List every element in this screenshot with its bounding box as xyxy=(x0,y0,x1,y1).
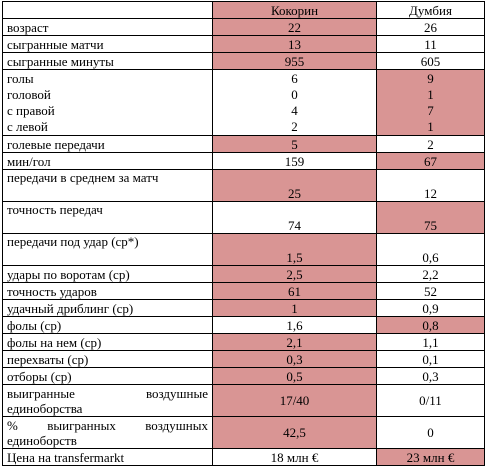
row-label: % выигранных воздушных единоборств xyxy=(2,416,213,449)
player1-header: Кокорин xyxy=(212,1,377,19)
player2-value: 605 xyxy=(376,52,485,70)
player1-value: 1 xyxy=(212,299,377,317)
goals-player1: 6 0 4 2 xyxy=(212,69,377,136)
player2-value: 9 xyxy=(427,70,434,86)
player2-value: 1 xyxy=(427,86,434,102)
row-label: удары по воротам (ср) xyxy=(2,265,213,283)
player2-value: 23 млн € xyxy=(376,448,485,466)
table-row: точность ударов 61 52 xyxy=(2,282,485,300)
player1-value: 17/40 xyxy=(212,384,377,417)
table-row: фолы (ср) 1,6 0,8 xyxy=(2,316,485,334)
row-label: отборы (ср) xyxy=(2,367,213,385)
player2-header: Думбия xyxy=(376,1,485,19)
player1-value: 18 млн € xyxy=(212,448,377,466)
goals-player2: 9 1 7 1 xyxy=(376,69,485,136)
player2-value: 0,1 xyxy=(376,350,485,368)
table-row: Цена на transfermarkt 18 млн € 23 млн € xyxy=(2,448,485,466)
table-row: отборы (ср) 0,5 0,3 xyxy=(2,367,485,385)
table-row: сыгранные матчи 13 11 xyxy=(2,35,485,53)
row-label: сыгранные матчи xyxy=(2,35,213,53)
player2-value: 67 xyxy=(376,152,485,170)
player2-value: 2,2 xyxy=(376,265,485,283)
row-label: фолы (ср) xyxy=(2,316,213,334)
player1-value: 1,5 xyxy=(212,233,377,266)
table-row: передачи под удар (ср*) 1,5 0,6 xyxy=(2,233,485,266)
player1-value: 0,3 xyxy=(212,350,377,368)
row-label: передачи под удар (ср*) xyxy=(2,233,213,266)
player1-value: 74 xyxy=(212,201,377,234)
player1-value: 2 xyxy=(291,118,298,134)
table-row: % выигранных воздушных единоборств 42,5 … xyxy=(2,416,485,449)
player2-value: 75 xyxy=(376,201,485,234)
player1-value: 42,5 xyxy=(212,416,377,449)
player2-value: 0 xyxy=(376,416,485,449)
player2-value: 1,1 xyxy=(376,333,485,351)
table-row: перехваты (ср) 0,3 0,1 xyxy=(2,350,485,368)
player1-value: 61 xyxy=(212,282,377,300)
table-row: голевые передачи 5 2 xyxy=(2,135,485,153)
row-label: фолы на нем (ср) xyxy=(2,333,213,351)
table-row: возраст 22 26 xyxy=(2,18,485,36)
player1-value: 0,5 xyxy=(212,367,377,385)
goals-row: голы головой с правой с левой 6 0 4 2 9 … xyxy=(2,69,485,136)
player2-value: 52 xyxy=(376,282,485,300)
table-row: сыгранные минуты 955 605 xyxy=(2,52,485,70)
row-label: мин/гол xyxy=(2,152,213,170)
player1-value: 955 xyxy=(212,52,377,70)
table-row: удары по воротам (ср) 2,5 2,2 xyxy=(2,265,485,283)
player1-value: 5 xyxy=(212,135,377,153)
player1-value: 2,5 xyxy=(212,265,377,283)
player2-value: 26 xyxy=(376,18,485,36)
row-label: Цена на transfermarkt xyxy=(2,448,213,466)
player1-value: 13 xyxy=(212,35,377,53)
header-row: Кокорин Думбия xyxy=(2,1,485,19)
row-label: головой xyxy=(7,86,51,102)
player2-value: 0,6 xyxy=(376,233,485,266)
player2-value: 0,9 xyxy=(376,299,485,317)
row-label: передачи в среднем за матч xyxy=(2,169,213,202)
player2-value: 0,8 xyxy=(376,316,485,334)
row-label: точность передач xyxy=(2,201,213,234)
table-row: выигранные воздушные единоборства 17/40 … xyxy=(2,384,485,417)
row-label: перехваты (ср) xyxy=(2,350,213,368)
goals-labels: голы головой с правой с левой xyxy=(2,69,213,136)
player2-value: 2 xyxy=(376,135,485,153)
table-row: точность передач 74 75 xyxy=(2,201,485,234)
player1-value: 25 xyxy=(212,169,377,202)
table-row: мин/гол 159 67 xyxy=(2,152,485,170)
row-label: удачный дриблинг (ср) xyxy=(2,299,213,317)
header-empty-cell xyxy=(2,1,213,19)
row-label: голы xyxy=(7,70,34,86)
player2-value: 1 xyxy=(427,118,434,134)
row-label: точность ударов xyxy=(2,282,213,300)
row-label: с правой xyxy=(7,102,55,118)
row-label: с левой xyxy=(7,118,48,134)
player2-value: 12 xyxy=(376,169,485,202)
player2-value: 0/11 xyxy=(376,384,485,417)
table-row: передачи в среднем за матч 25 12 xyxy=(2,169,485,202)
player1-value: 0 xyxy=(291,86,298,102)
player1-value: 1,6 xyxy=(212,316,377,334)
table-row: удачный дриблинг (ср) 1 0,9 xyxy=(2,299,485,317)
player1-value: 22 xyxy=(212,18,377,36)
player1-value: 6 xyxy=(291,70,298,86)
row-label: возраст xyxy=(2,18,213,36)
player1-value: 4 xyxy=(291,102,298,118)
row-label: выигранные воздушные единоборства xyxy=(2,384,213,417)
player2-value: 0,3 xyxy=(376,367,485,385)
row-label: голевые передачи xyxy=(2,135,213,153)
row-label: сыгранные минуты xyxy=(2,52,213,70)
table-row: фолы на нем (ср) 2,1 1,1 xyxy=(2,333,485,351)
player1-value: 2,1 xyxy=(212,333,377,351)
player2-value: 11 xyxy=(376,35,485,53)
player1-value: 159 xyxy=(212,152,377,170)
player2-value: 7 xyxy=(427,102,434,118)
